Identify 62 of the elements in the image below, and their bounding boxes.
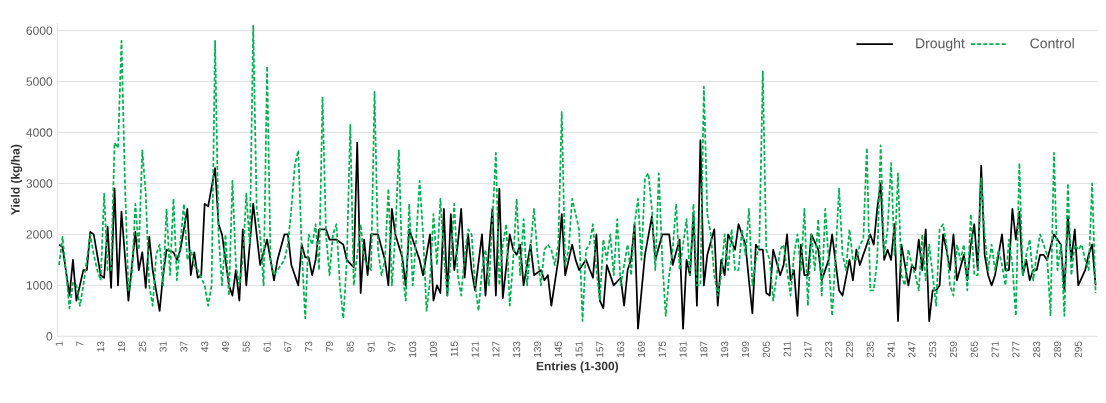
x-tick-label: 295 <box>1074 341 1082 358</box>
x-axis-title: Entries (1-300) <box>536 361 619 373</box>
x-tick-label: 55 <box>242 341 250 352</box>
x-tick-label: 241 <box>887 341 895 358</box>
x-tick-label: 13 <box>97 341 105 352</box>
x-tick-label: 115 <box>450 341 458 357</box>
x-tick-label: 163 <box>617 341 625 357</box>
line-series <box>58 139 1097 330</box>
x-tick-label: 247 <box>908 341 916 358</box>
x-tick-label: 1 <box>55 341 63 346</box>
x-tick-label: 103 <box>409 341 417 357</box>
x-tick-label: 253 <box>929 341 937 358</box>
x-tick-label: 61 <box>263 341 271 352</box>
x-tick-label: 97 <box>388 341 396 352</box>
x-tick-label: 85 <box>346 341 354 352</box>
x-tick-label: 283 <box>1033 341 1041 358</box>
x-tick-label: 127 <box>492 341 500 357</box>
x-tick-label: 277 <box>1012 341 1020 358</box>
x-tick-label: 25 <box>138 341 146 352</box>
x-tick-label: 157 <box>596 341 604 357</box>
x-tick-label: 145 <box>554 341 562 357</box>
x-tick-label: 73 <box>305 341 313 352</box>
y-tick-label: 6000 <box>26 26 53 35</box>
x-tick-label: 37 <box>180 341 188 352</box>
x-tick-label: 181 <box>679 341 687 357</box>
x-tick-label: 79 <box>325 341 334 352</box>
x-tick-label: 91 <box>367 341 375 352</box>
x-tick-label: 109 <box>429 341 438 357</box>
x-tick-label: 229 <box>845 341 854 358</box>
y-tick-label: 5000 <box>26 77 53 86</box>
legend-label: Control <box>1030 38 1074 49</box>
x-tick-label: 193 <box>721 341 729 357</box>
x-tick-label: 31 <box>159 341 167 352</box>
legend-label: Drought <box>916 38 965 52</box>
x-tick-label: 7 <box>76 341 84 347</box>
y-tick-label: 2000 <box>26 230 53 239</box>
x-tick-label: 139 <box>533 341 542 357</box>
y-tick-label: 4000 <box>26 128 53 137</box>
x-tick-label: 187 <box>700 341 708 357</box>
x-tick-label: 169 <box>637 341 646 357</box>
y-tick-label: 1000 <box>26 281 53 290</box>
x-tick-label: 133 <box>513 341 521 357</box>
x-tick-label: 151 <box>575 341 583 357</box>
x-tick-label: 235 <box>866 341 874 358</box>
x-tick-label: 19 <box>117 341 126 352</box>
x-tick-label: 49 <box>221 341 230 352</box>
x-tick-label: 211 <box>783 341 791 357</box>
y-tick-label: 3000 <box>26 179 53 188</box>
x-tick-label: 217 <box>804 341 812 358</box>
x-tick-label: 205 <box>762 341 770 358</box>
x-tick-label: 265 <box>970 341 978 358</box>
x-tick-label: 199 <box>741 341 750 357</box>
y-tick-label: 0 <box>46 332 53 341</box>
x-tick-label: 259 <box>949 341 958 358</box>
x-tick-label: 271 <box>991 341 999 358</box>
x-tick-label: 121 <box>471 341 479 357</box>
y-axis-title: Yield (kg/ha) <box>10 144 23 215</box>
x-tick-label: 43 <box>201 341 209 352</box>
x-tick-label: 223 <box>825 341 833 358</box>
x-tick-label: 67 <box>284 341 292 352</box>
x-tick-label: 289 <box>1053 341 1062 358</box>
x-tick-label: 175 <box>658 341 666 357</box>
